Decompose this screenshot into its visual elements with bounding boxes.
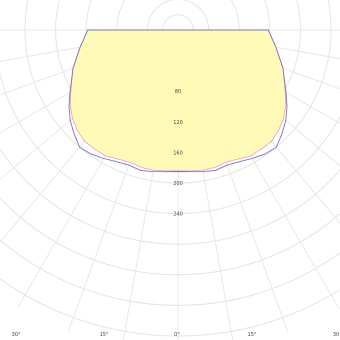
series-0-area	[69, 29, 287, 172]
angle-tick-label: 30°	[12, 332, 21, 338]
r-tick-label: 80	[175, 89, 181, 95]
r-tick-label: 120	[173, 120, 183, 126]
radial-tick-labels: 80 120 160 200 240	[173, 89, 183, 217]
angle-tick-labels: 30° 15° 0° 15° 30	[12, 332, 340, 338]
r-tick-label: 240	[173, 212, 183, 218]
angle-tick-label: 15°	[100, 332, 109, 338]
r-tick-label: 160	[173, 150, 183, 156]
angle-tick-label: 0°	[174, 332, 180, 338]
r-tick-label: 200	[173, 181, 183, 187]
series-1-line	[68, 29, 288, 173]
series-layer	[68, 29, 288, 173]
angle-tick-label: 15°	[248, 332, 257, 338]
angle-tick-label: 30	[333, 332, 339, 338]
